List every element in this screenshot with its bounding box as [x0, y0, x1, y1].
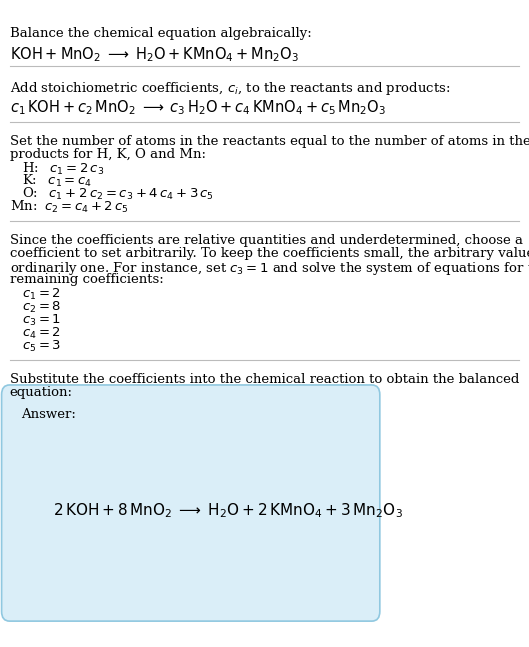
FancyBboxPatch shape — [2, 385, 380, 621]
Text: $c_3 = 1$: $c_3 = 1$ — [22, 313, 61, 328]
Text: $c_4 = 2$: $c_4 = 2$ — [22, 326, 61, 341]
Text: remaining coefficients:: remaining coefficients: — [10, 273, 163, 286]
Text: Add stoichiometric coefficients, $c_i$, to the reactants and products:: Add stoichiometric coefficients, $c_i$, … — [10, 80, 450, 97]
Text: Balance the chemical equation algebraically:: Balance the chemical equation algebraica… — [10, 27, 311, 40]
Text: Substitute the coefficients into the chemical reaction to obtain the balanced: Substitute the coefficients into the che… — [10, 373, 519, 386]
Text: $c_5 = 3$: $c_5 = 3$ — [22, 339, 61, 354]
Text: K: $\;\; c_1 = c_4$: K: $\;\; c_1 = c_4$ — [22, 173, 93, 190]
Text: coefficient to set arbitrarily. To keep the coefficients small, the arbitrary va: coefficient to set arbitrarily. To keep … — [10, 247, 529, 260]
Text: Set the number of atoms in the reactants equal to the number of atoms in the: Set the number of atoms in the reactants… — [10, 135, 529, 148]
Text: $\mathrm{KOH + MnO_2 \;\longrightarrow\; H_2O + KMnO_4 + Mn_2O_3}$: $\mathrm{KOH + MnO_2 \;\longrightarrow\;… — [10, 45, 299, 64]
Text: ordinarily one. For instance, set $c_3 = 1$ and solve the system of equations fo: ordinarily one. For instance, set $c_3 =… — [10, 260, 529, 277]
Text: Since the coefficients are relative quantities and underdetermined, choose a: Since the coefficients are relative quan… — [10, 234, 523, 247]
Text: $c_1\,\mathrm{KOH} + c_2\,\mathrm{MnO_2} \;\longrightarrow\; c_3\,\mathrm{H_2O} : $c_1\,\mathrm{KOH} + c_2\,\mathrm{MnO_2}… — [10, 98, 386, 117]
Text: equation:: equation: — [10, 386, 72, 399]
Text: $c_1 = 2$: $c_1 = 2$ — [22, 287, 61, 302]
Text: H: $\;\; c_1 = 2\,c_3$: H: $\;\; c_1 = 2\,c_3$ — [22, 160, 104, 177]
Text: Mn: $\; c_2 = c_4 + 2\,c_5$: Mn: $\; c_2 = c_4 + 2\,c_5$ — [10, 199, 129, 215]
Text: $c_2 = 8$: $c_2 = 8$ — [22, 300, 61, 315]
Text: products for H, K, O and Mn:: products for H, K, O and Mn: — [10, 148, 206, 160]
Text: Answer:: Answer: — [21, 408, 76, 421]
Text: $2\,\mathrm{KOH} + 8\,\mathrm{MnO_2} \;\longrightarrow\; \mathrm{H_2O} + 2\,\mat: $2\,\mathrm{KOH} + 8\,\mathrm{MnO_2} \;\… — [53, 502, 403, 520]
Text: O: $\;\; c_1 + 2\,c_2 = c_3 + 4\,c_4 + 3\,c_5$: O: $\;\; c_1 + 2\,c_2 = c_3 + 4\,c_4 + 3… — [22, 186, 214, 203]
